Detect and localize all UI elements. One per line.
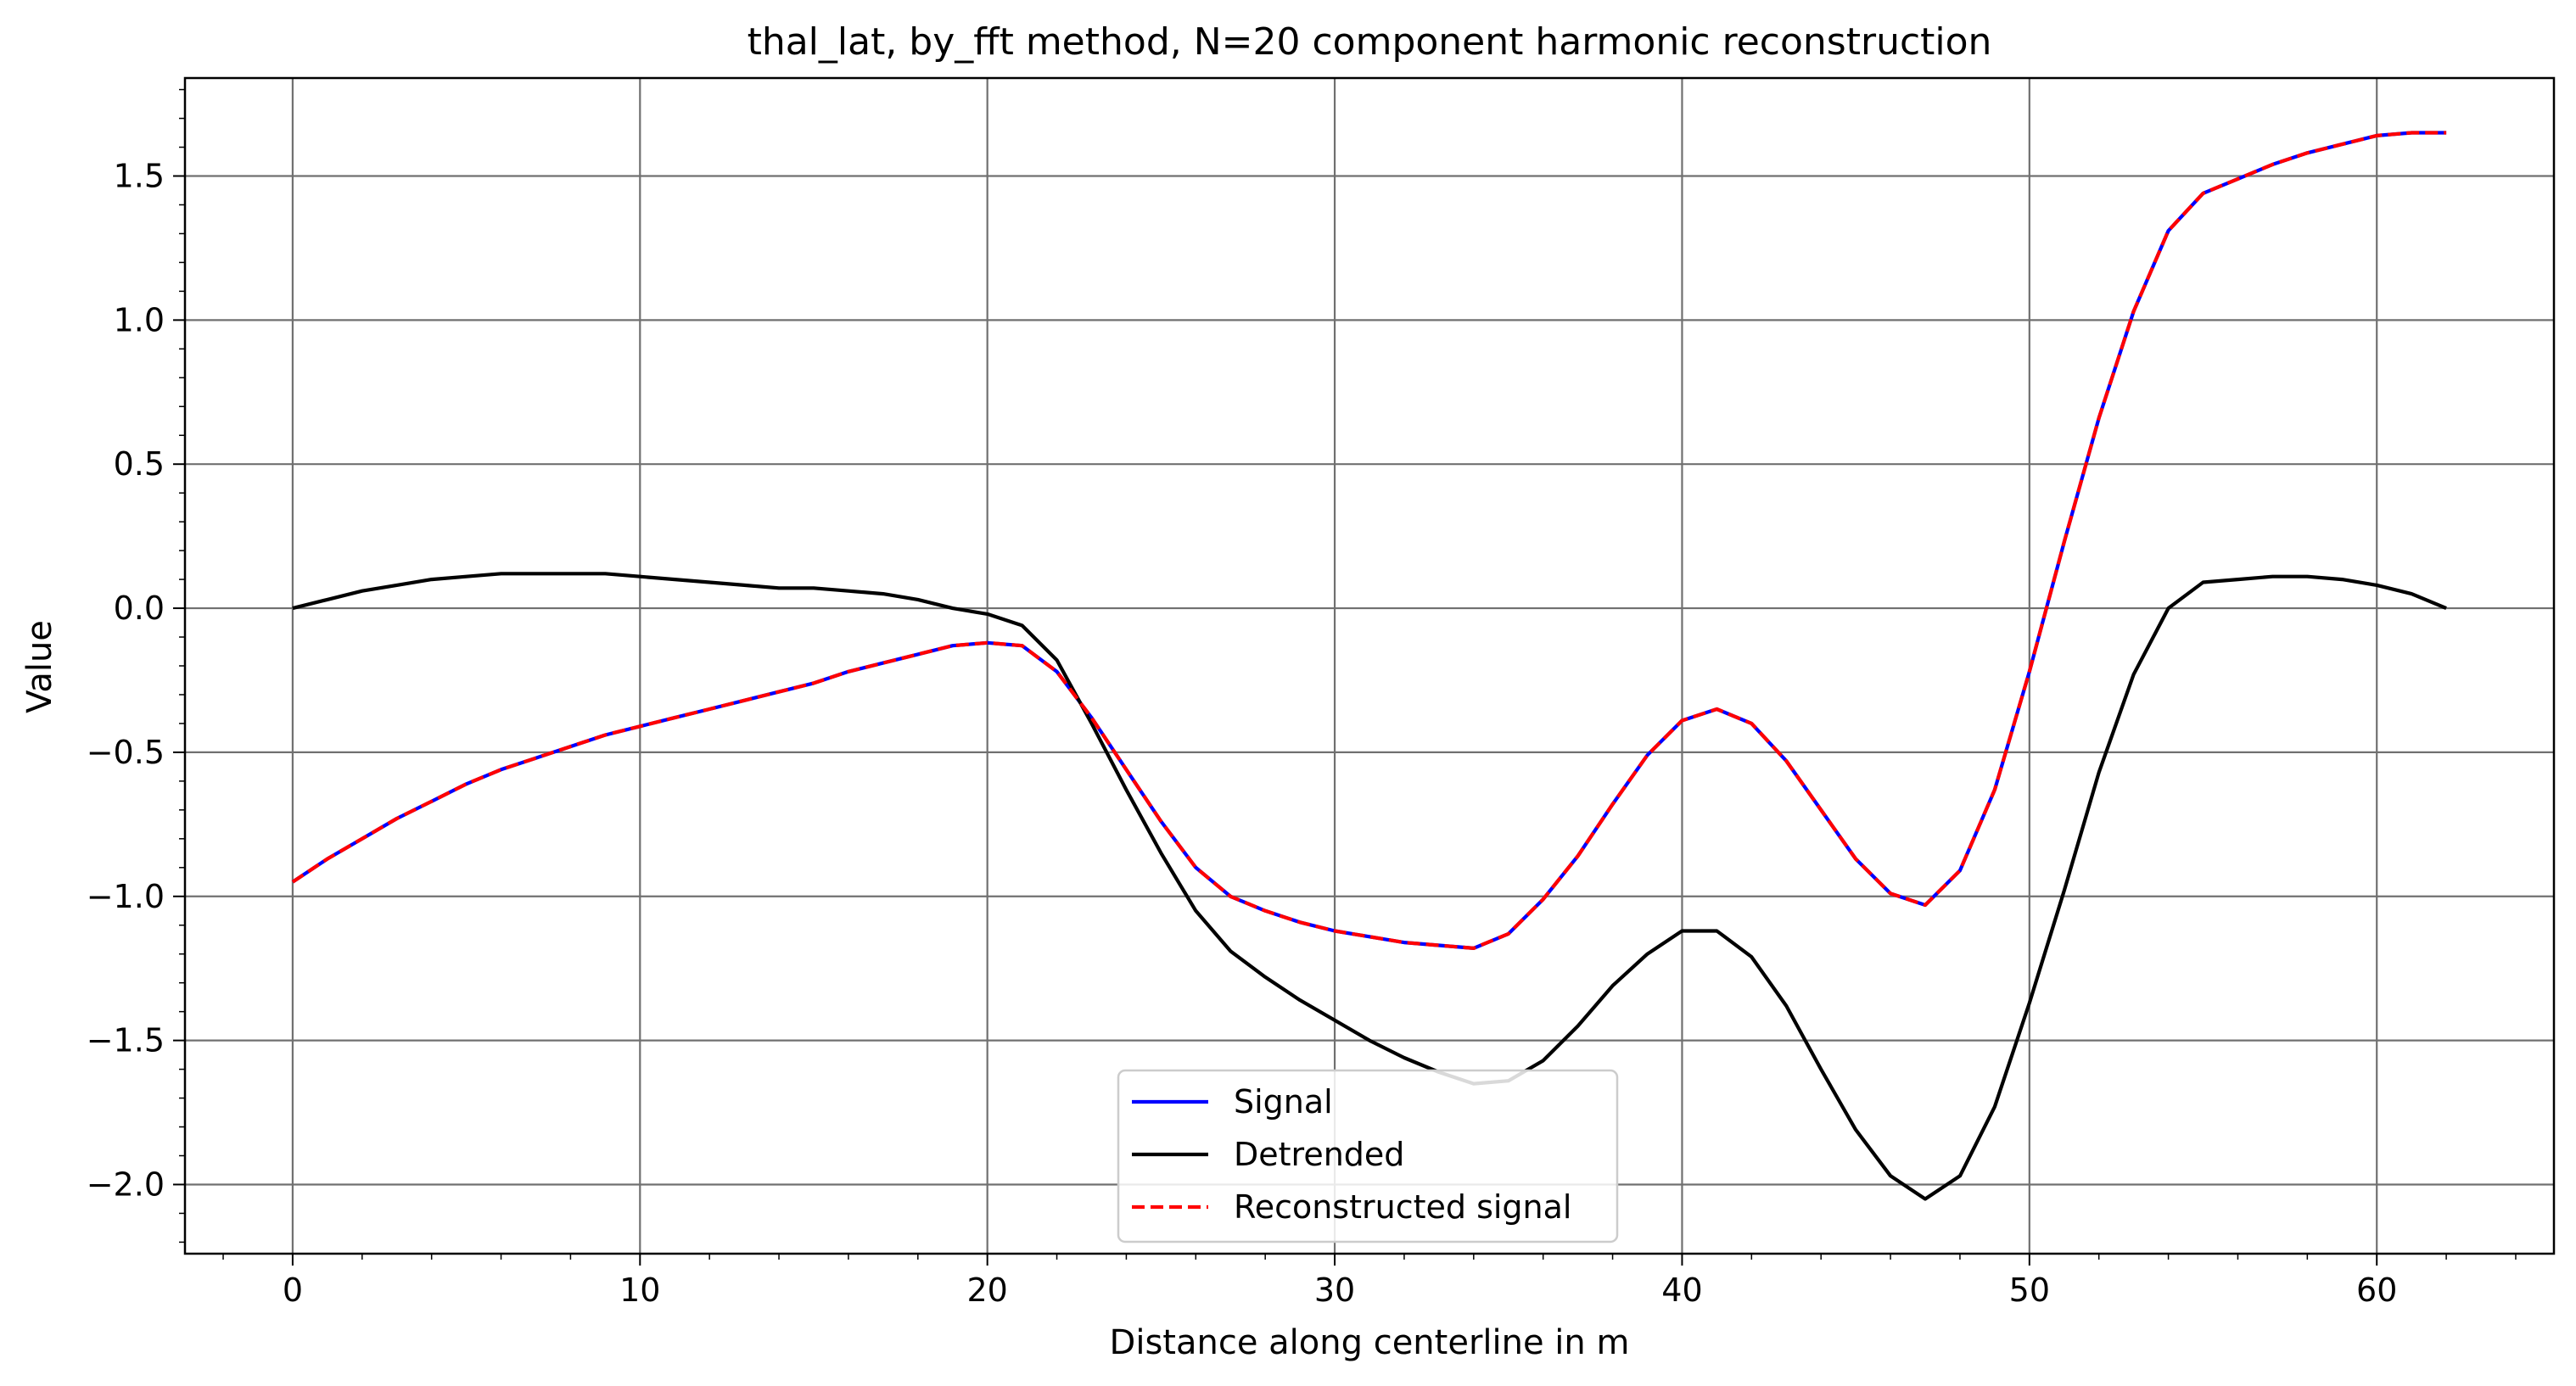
x-tick-label: 20	[966, 1271, 1007, 1309]
legend: Signal Detrended Reconstructed signal	[1117, 1069, 1619, 1243]
legend-label: Signal	[1234, 1083, 1333, 1121]
legend-label: Detrended	[1234, 1136, 1404, 1173]
x-tick-label: 50	[2009, 1271, 2050, 1309]
axis-ticks: 0 10 20 30 40 50 60 −2.0 −1.5 −1.0 −0.5 0.0 0.5 1.0 1.…	[87, 88, 2517, 1309]
y-tick-label: −2.0	[87, 1165, 165, 1203]
x-tick-label: 40	[1661, 1271, 1702, 1309]
x-axis-label: Distance along centerline in m	[1110, 1323, 1630, 1362]
y-tick-label: −1.5	[87, 1022, 165, 1059]
y-axis-label: Value	[20, 620, 59, 713]
x-tick-label: 10	[619, 1271, 660, 1309]
x-tick-label: 0	[283, 1271, 303, 1309]
y-tick-label: 1.0	[114, 301, 165, 338]
series-line-detrended	[292, 572, 2447, 1201]
y-tick-label: 1.5	[114, 158, 165, 195]
plot-series	[291, 131, 2447, 1201]
y-tick-label: −1.0	[87, 878, 165, 915]
chart-title: thal_lat, by_fft method, N=20 component …	[748, 20, 1992, 64]
y-tick-label: 0.5	[114, 445, 165, 483]
series-line-reconstructed-signal	[291, 131, 2447, 951]
x-tick-label: 30	[1314, 1271, 1355, 1309]
y-tick-label: 0.0	[114, 590, 165, 627]
y-tick-label: −0.5	[87, 734, 165, 771]
series-line-signal	[291, 131, 2447, 951]
legend-frame	[1117, 1069, 1619, 1243]
legend-label: Reconstructed signal	[1234, 1188, 1571, 1226]
x-tick-label: 60	[2356, 1271, 2397, 1309]
